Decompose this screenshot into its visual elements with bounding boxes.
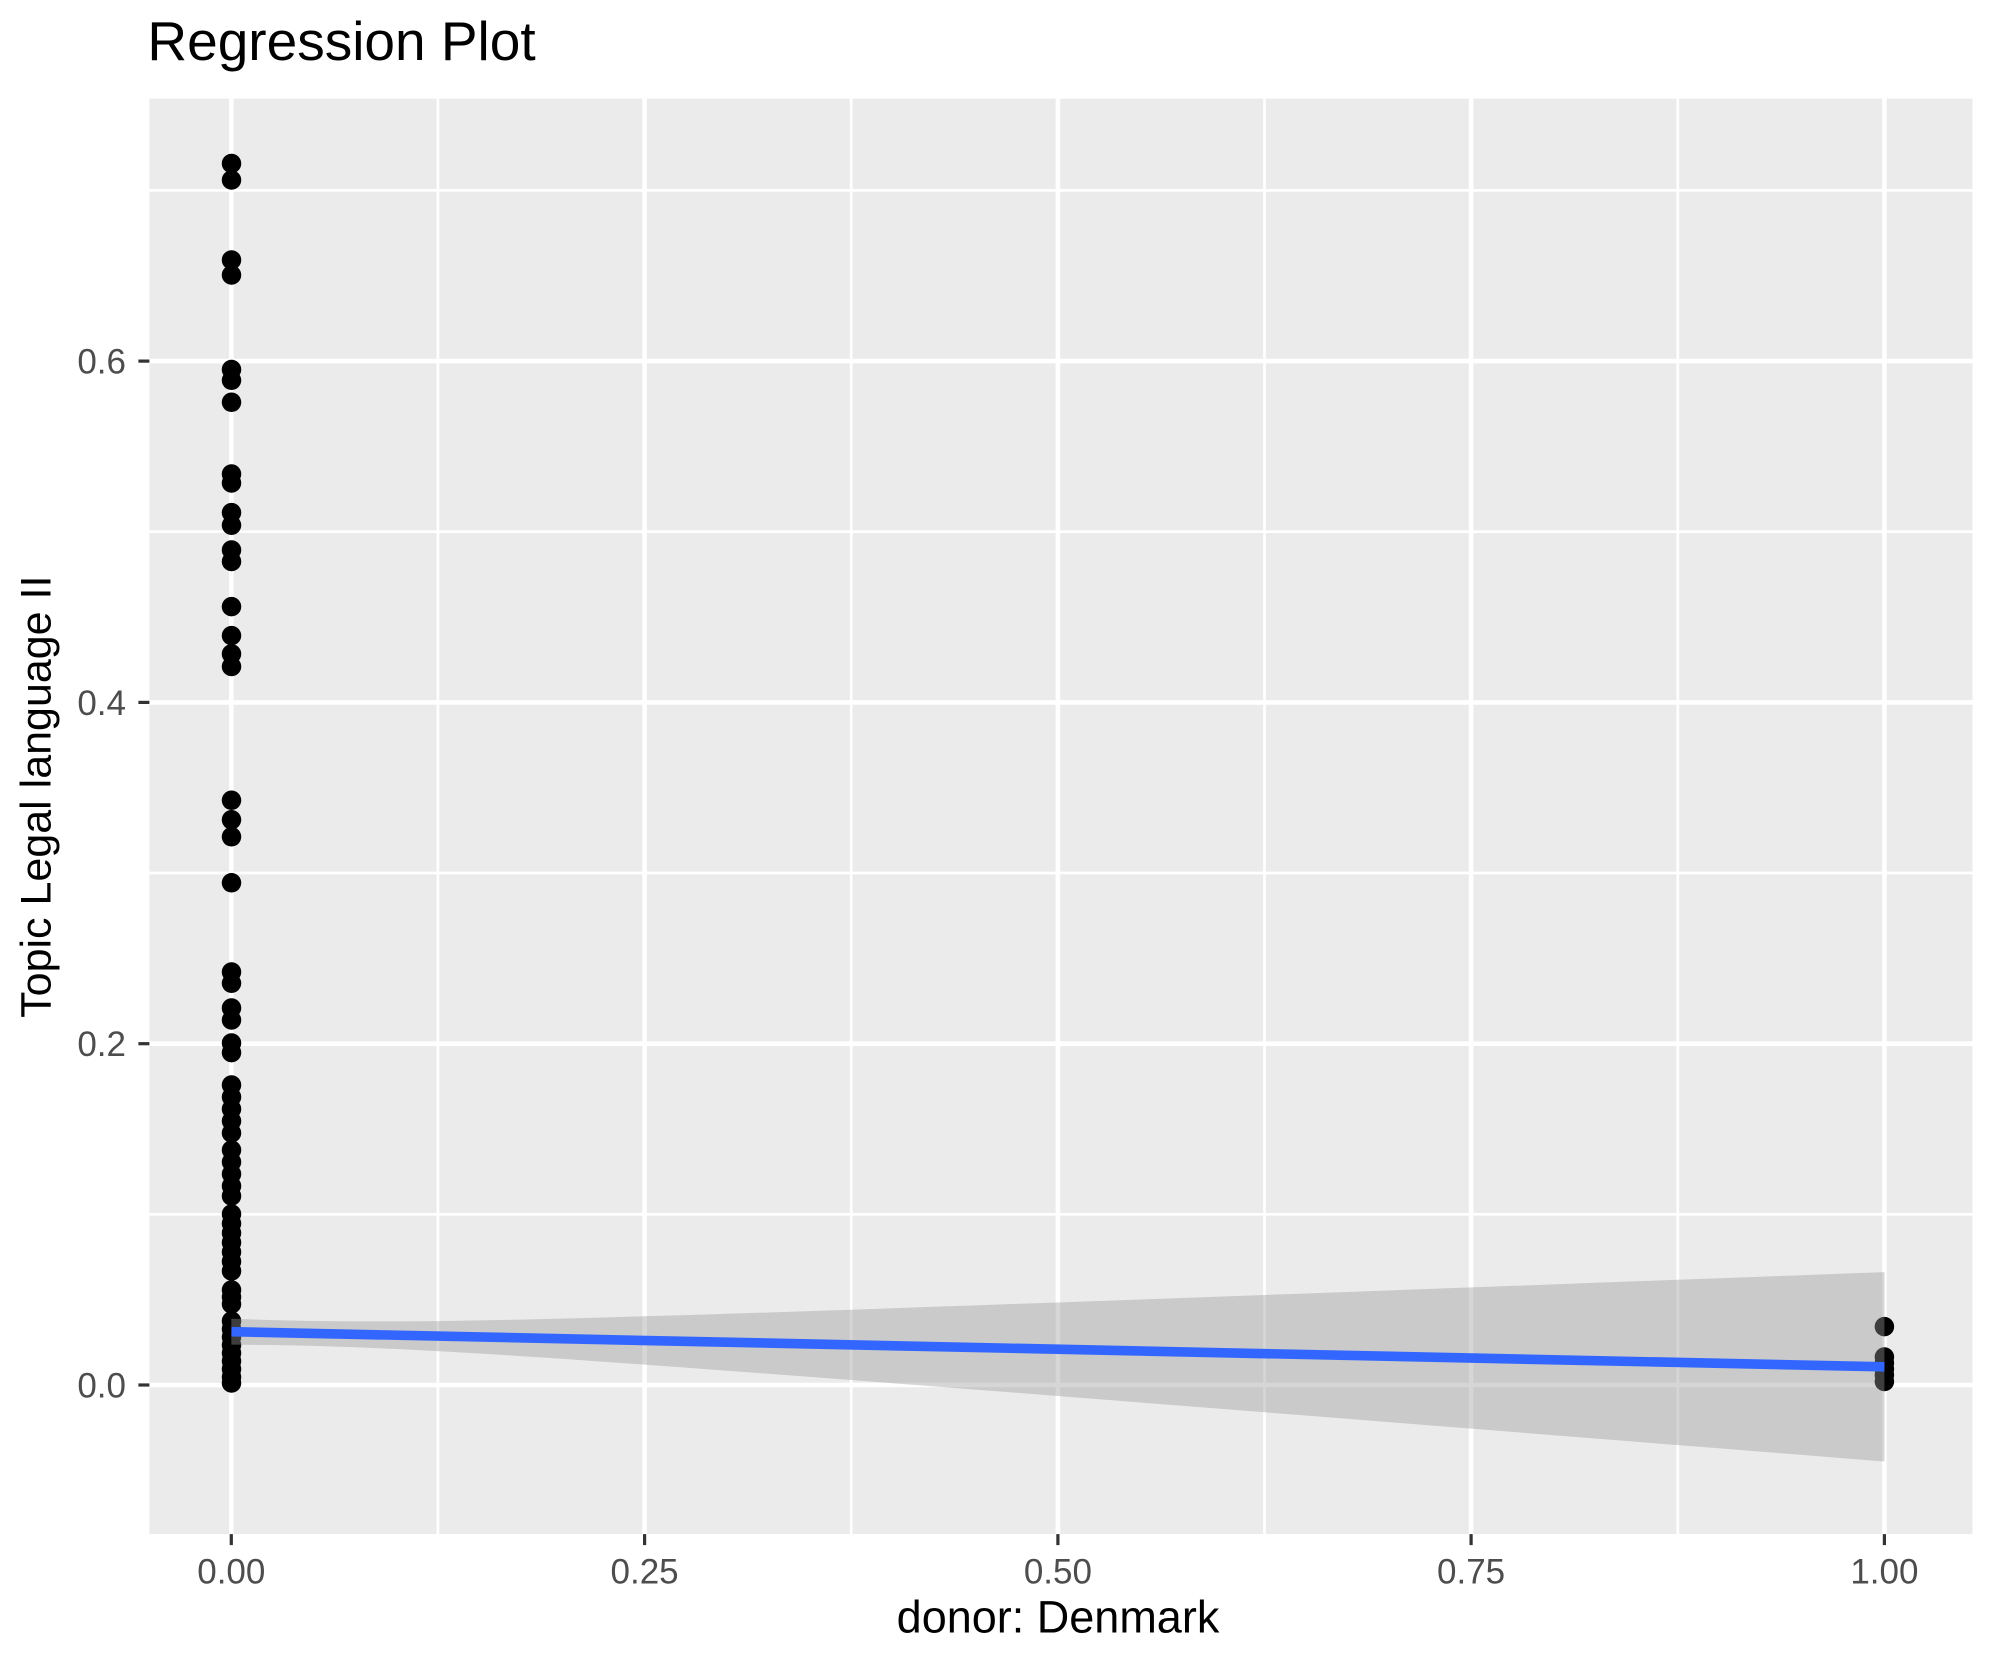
svg-text:Topic Legal language II: Topic Legal language II [13, 576, 61, 1018]
svg-text:0.75: 0.75 [1437, 1553, 1505, 1592]
svg-text:donor: Denmark: donor: Denmark [897, 1592, 1220, 1643]
svg-text:0.00: 0.00 [197, 1553, 265, 1592]
svg-text:1.00: 1.00 [1850, 1553, 1918, 1592]
svg-text:0.4: 0.4 [77, 684, 126, 723]
svg-text:0.2: 0.2 [77, 1025, 126, 1064]
svg-text:0.0: 0.0 [77, 1367, 126, 1406]
svg-text:0.50: 0.50 [1024, 1553, 1092, 1592]
svg-text:Regression Plot: Regression Plot [147, 10, 535, 72]
svg-text:0.25: 0.25 [611, 1553, 679, 1592]
svg-text:0.6: 0.6 [77, 343, 126, 382]
